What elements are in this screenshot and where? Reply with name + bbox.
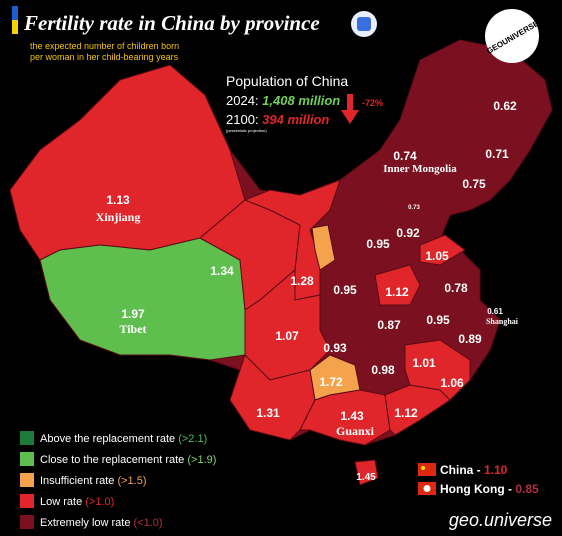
shandong xyxy=(419,234,466,266)
province-labels: 1.13 Xinjiang 1.97 Tibet 0.74 Inner Mong… xyxy=(96,99,519,483)
province-value: 0.87 xyxy=(377,318,401,332)
flag-star xyxy=(421,466,425,470)
country-rate: Hong Kong - 0.85 xyxy=(440,482,539,496)
legend-swatch xyxy=(20,515,34,529)
legend-threshold: (>2.1) xyxy=(178,433,207,445)
legend-label: Close to the replacement rate xyxy=(40,454,187,466)
legend-label: Low rate xyxy=(40,496,85,508)
province-value: 1.97 xyxy=(121,307,145,321)
province-value: 0.95 xyxy=(426,313,450,327)
yunnan xyxy=(229,354,316,441)
flag-yellow xyxy=(12,20,18,34)
province-value: 1.28 xyxy=(290,274,314,288)
amount: 1,408 million xyxy=(262,93,340,108)
legend-label: Extremely low rate xyxy=(40,517,134,529)
population-note: (pessimistic projection) xyxy=(226,128,267,133)
year: 2100: xyxy=(226,112,259,127)
province-value: 0.61 xyxy=(487,307,503,316)
province-value: 0.93 xyxy=(323,341,347,355)
subtitle: per woman in her child-bearing years xyxy=(30,52,179,62)
flag-flower xyxy=(423,485,431,492)
province-value: 1.72 xyxy=(319,375,343,389)
legend-item: Above the replacement rate (>2.1) xyxy=(40,433,207,445)
province-value: 0.89 xyxy=(458,332,482,346)
amount: 394 million xyxy=(262,112,329,127)
icon-inner xyxy=(357,17,371,31)
legend-item: Close to the replacement rate (>1.9) xyxy=(40,454,216,466)
arrow-head xyxy=(341,110,359,124)
jiangxi-fujian xyxy=(404,339,471,401)
country-value: 1.10 xyxy=(484,463,508,477)
legend-item: Low rate (>1.0) xyxy=(40,496,114,508)
legend-swatch xyxy=(20,473,34,487)
province-value: 0.71 xyxy=(485,147,509,161)
population-year: 2100: 394 million xyxy=(226,112,329,127)
province-value: 0.92 xyxy=(396,226,420,240)
province-value: 1.31 xyxy=(256,406,280,420)
ningxia xyxy=(311,224,336,271)
province-value: 0.78 xyxy=(444,281,468,295)
population-change: -72% xyxy=(362,98,383,108)
province-value: 1.43 xyxy=(340,409,364,423)
province-value: 1.01 xyxy=(412,356,436,370)
province-name: Guanxi xyxy=(336,424,375,438)
province-value: 0.74 xyxy=(393,149,417,163)
province-value: 0.75 xyxy=(462,177,486,191)
province-name: Tibet xyxy=(119,322,146,336)
population-heading: Population of China xyxy=(226,73,348,89)
legend-threshold: (<1.0) xyxy=(134,517,163,529)
legend-threshold: (>1.5) xyxy=(117,475,146,487)
guangxi xyxy=(299,389,391,446)
province-value: 1.07 xyxy=(275,329,299,343)
legend-swatch xyxy=(20,431,34,445)
legend: Above the replacement rate (>2.1) Close … xyxy=(20,431,216,529)
legend-item: Extremely low rate (<1.0) xyxy=(40,517,163,529)
china-flag xyxy=(418,463,436,476)
province-value: 1.05 xyxy=(425,249,449,263)
footer-brand: geo.universe xyxy=(449,510,552,530)
country-rate: China - 1.10 xyxy=(440,463,508,477)
province-name: Shanghai xyxy=(486,317,519,326)
province-value: 0.95 xyxy=(333,283,357,297)
legend-swatch xyxy=(20,494,34,508)
map xyxy=(9,39,553,486)
province-name: Xinjiang xyxy=(96,210,141,224)
brand-logo xyxy=(485,9,539,63)
province-value: 0.95 xyxy=(366,237,390,251)
legend-label: Insufficient rate xyxy=(40,475,117,487)
country-value: 0.85 xyxy=(515,482,539,496)
province-value: 1.06 xyxy=(440,376,464,390)
year: 2024: xyxy=(226,93,259,108)
legend-threshold: (>1.9) xyxy=(187,454,216,466)
province-value: 0.73 xyxy=(408,205,420,211)
province-value: 1.13 xyxy=(106,193,130,207)
province-value: 1.12 xyxy=(394,406,418,420)
legend-threshold: (>1.0) xyxy=(85,496,114,508)
province-name: Inner Mongolia xyxy=(383,163,457,175)
country-name: China - xyxy=(440,463,484,477)
province-value: 1.45 xyxy=(356,472,376,483)
title: Fertility rate in China by province xyxy=(23,11,320,35)
legend-label: Above the replacement rate xyxy=(40,433,178,445)
province-value: 0.98 xyxy=(371,363,395,377)
legend-item: Insufficient rate (>1.5) xyxy=(40,475,147,487)
arrow-shaft xyxy=(347,94,353,112)
subtitle: the expected number of children born xyxy=(30,41,179,51)
legend-swatch xyxy=(20,452,34,466)
hainan xyxy=(354,459,379,486)
flag-blue xyxy=(12,6,18,20)
population-year: 2024: 1,408 million xyxy=(226,93,340,108)
province-value: 1.34 xyxy=(210,264,234,278)
country-name: Hong Kong - xyxy=(440,482,515,496)
province-value: 0.62 xyxy=(493,99,517,113)
province-value: 1.12 xyxy=(385,285,409,299)
henan xyxy=(374,264,421,306)
